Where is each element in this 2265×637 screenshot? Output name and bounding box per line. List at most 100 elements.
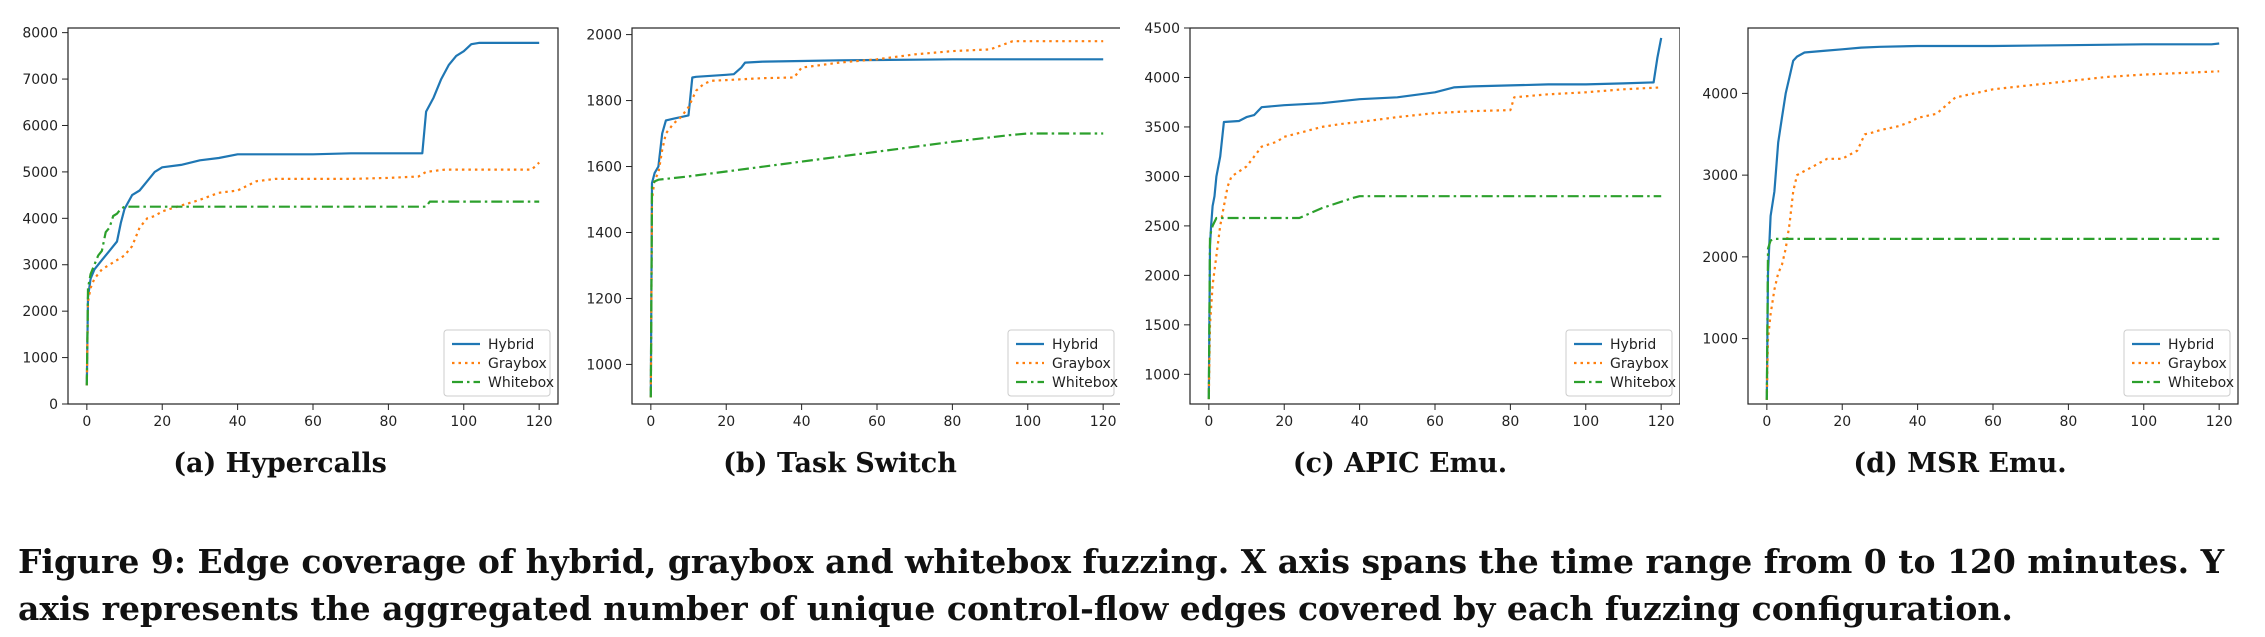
- x-tick-label: 100: [450, 414, 477, 430]
- legend: Hybrid Graybox Whitebox: [443, 329, 554, 397]
- y-tick-label: 8000: [22, 26, 58, 42]
- y-tick-label: 1800: [586, 94, 622, 110]
- panel-apic-emu: 0 20 40 60 80 100 120 1000 1500 2000 2500 3000 3500 4…: [1120, 0, 1680, 500]
- y-tick-label: 4500: [1144, 21, 1180, 37]
- x-tick-label: 60: [868, 414, 886, 430]
- series-line-whitebox: [649, 132, 1104, 398]
- panel-task-switch: 0 20 40 60 80 100 120 1000 1200 1400 1600 1800 2000 H…: [560, 0, 1120, 500]
- panel-hypercalls: 0 20 40 60 80 100 120 0 1000 2000 3000 4000 5000 6000…: [0, 0, 560, 500]
- legend-label-hybrid: Hybrid: [2168, 337, 2214, 353]
- legend-label-graybox: Graybox: [2168, 356, 2227, 372]
- legend-label-hybrid: Hybrid: [1610, 337, 1656, 353]
- legend-box: [1007, 329, 1115, 397]
- x-tick-label: 20: [153, 414, 171, 430]
- y-tick-label: 4000: [1144, 70, 1180, 86]
- y-tick-label: 2000: [1702, 250, 1738, 266]
- series-line-hybrid: [649, 58, 1104, 398]
- x-tick-label: 120: [1648, 414, 1675, 430]
- y-tick-label: 1500: [1144, 318, 1180, 334]
- y-tick-label: 1000: [1702, 332, 1738, 348]
- series-line-graybox: [649, 40, 1104, 398]
- chart-hypercalls: 0 20 40 60 80 100 120 0 1000 2000 3000 4000 5000 6000…: [22, 26, 559, 430]
- x-tick-label: 120: [526, 414, 553, 430]
- series-line-hybrid: [1207, 37, 1663, 400]
- x-tick-label: 40: [793, 414, 811, 430]
- legend-label-hybrid: Hybrid: [488, 337, 534, 353]
- x-tick-label: 40: [229, 414, 247, 430]
- x-tick-label: 60: [1984, 414, 2002, 430]
- x-tick-label: 20: [1833, 414, 1851, 430]
- x-tick-label: 80: [2059, 414, 2077, 430]
- y-tick-label: 1000: [1144, 367, 1180, 383]
- legend: Hybrid Graybox Whitebox: [2123, 329, 2234, 397]
- x-tick-label: 0: [1204, 414, 1213, 430]
- y-tick-label: 2000: [586, 28, 622, 44]
- legend-label-graybox: Graybox: [1052, 356, 1111, 372]
- y-tick-label: 5000: [22, 165, 58, 181]
- legend-label-graybox: Graybox: [488, 356, 547, 372]
- x-tick-label: 100: [1014, 414, 1041, 430]
- chart-task-switch: 0 20 40 60 80 100 120 1000 1200 1400 1600 1800 2000 H…: [586, 27, 1120, 430]
- x-tick-label: 40: [1909, 414, 1927, 430]
- y-tick-label: 6000: [22, 118, 58, 134]
- x-tick-label: 60: [1426, 414, 1444, 430]
- x-tick-label: 80: [1501, 414, 1519, 430]
- x-tick-label: 0: [646, 414, 655, 430]
- legend: Hybrid Graybox Whitebox: [1007, 329, 1118, 397]
- legend-box: [1565, 329, 1673, 397]
- series-line-hybrid: [1765, 42, 2220, 400]
- series-line-hybrid: [85, 41, 540, 386]
- y-tick-label: 2000: [1144, 268, 1180, 284]
- series-line-whitebox: [1207, 195, 1662, 400]
- series-line-whitebox: [1765, 237, 2220, 400]
- y-tick-label: 1400: [586, 225, 622, 241]
- x-tick-label: 20: [717, 414, 735, 430]
- y-tick-label: 3500: [1144, 120, 1180, 136]
- series-line-graybox: [85, 161, 540, 386]
- y-tick-label: 0: [49, 397, 58, 413]
- y-tick-label: 2000: [22, 304, 58, 320]
- y-tick-label: 4000: [1702, 86, 1738, 102]
- y-tick-label: 1200: [586, 291, 622, 307]
- y-tick-label: 7000: [22, 72, 58, 88]
- series-line-whitebox: [85, 200, 540, 386]
- x-tick-label: 100: [1572, 414, 1599, 430]
- y-tick-label: 1600: [586, 160, 622, 176]
- x-tick-label: 20: [1275, 414, 1293, 430]
- chart-msr-emu: 0 20 40 60 80 100 120 1000 2000 3000 4000 Hybrid Gra…: [1702, 27, 2239, 430]
- legend-label-graybox: Graybox: [1610, 356, 1669, 372]
- legend-label-whitebox: Whitebox: [488, 375, 554, 391]
- panel-msr-emu: 0 20 40 60 80 100 120 1000 2000 3000 4000 Hybrid Gra…: [1680, 0, 2240, 500]
- x-tick-label: 60: [304, 414, 322, 430]
- legend-label-whitebox: Whitebox: [1610, 375, 1676, 391]
- y-tick-label: 1000: [22, 351, 58, 367]
- y-tick-label: 4000: [22, 211, 58, 227]
- y-tick-label: 1000: [586, 357, 622, 373]
- subcaption-hypercalls: (a) Hypercalls: [173, 448, 387, 479]
- x-tick-label: 120: [2206, 414, 2233, 430]
- legend-box: [443, 329, 551, 397]
- x-tick-label: 80: [943, 414, 961, 430]
- y-tick-label: 3000: [1144, 169, 1180, 185]
- legend-label-hybrid: Hybrid: [1052, 337, 1098, 353]
- x-tick-label: 40: [1351, 414, 1369, 430]
- legend-box: [2123, 329, 2231, 397]
- x-tick-label: 80: [379, 414, 397, 430]
- subcaption-task-switch: (b) Task Switch: [723, 448, 957, 479]
- legend: Hybrid Graybox Whitebox: [1565, 329, 1676, 397]
- x-tick-label: 100: [2130, 414, 2157, 430]
- x-tick-label: 120: [1090, 414, 1117, 430]
- figure-caption: Figure 9: Edge coverage of hybrid, grayb…: [18, 542, 2225, 628]
- legend-label-whitebox: Whitebox: [1052, 375, 1118, 391]
- series-line-graybox: [1765, 70, 2220, 400]
- legend-label-whitebox: Whitebox: [2168, 375, 2234, 391]
- subcaption-apic-emu: (c) APIC Emu.: [1292, 448, 1508, 479]
- x-tick-label: 0: [1762, 414, 1771, 430]
- x-tick-label: 0: [82, 414, 91, 430]
- y-tick-label: 3000: [22, 258, 58, 274]
- y-tick-label: 2500: [1144, 219, 1180, 235]
- subcaption-msr-emu: (d) MSR Emu.: [1853, 448, 2067, 479]
- chart-apic-emu: 0 20 40 60 80 100 120 1000 1500 2000 2500 3000 3500 4…: [1144, 21, 1680, 430]
- y-tick-label: 3000: [1702, 168, 1738, 184]
